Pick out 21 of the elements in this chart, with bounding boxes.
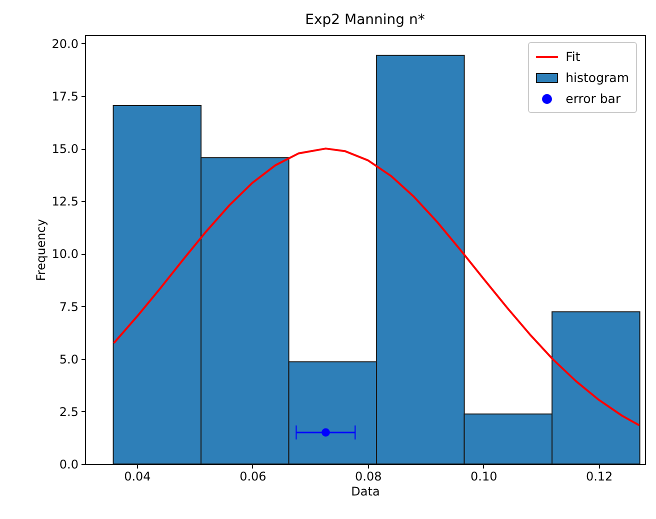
y-tick-label: 12.5 — [52, 194, 78, 209]
chart-title: Exp2 Manning n* — [305, 12, 425, 28]
line-series — [112, 148, 640, 426]
x-tick-label: 0.08 — [355, 470, 382, 484]
x-tick-label: 0.04 — [124, 470, 151, 484]
y-tick-label: 7.5 — [59, 300, 78, 314]
y-tick-label: 2.5 — [59, 404, 78, 419]
y-tick-label: 20.0 — [52, 36, 78, 51]
y-tick-label: 10.0 — [52, 247, 78, 262]
x-axis-title: Data — [351, 484, 380, 498]
legend-label: error bar — [566, 90, 621, 108]
legend-label: Fit — [566, 48, 580, 66]
y-tick-label: 5.0 — [59, 352, 78, 366]
y-tick-label: 15.0 — [52, 142, 78, 156]
y-axis-title: Frequency — [34, 219, 48, 281]
legend-label: histogram — [566, 69, 629, 87]
y-tick-label: 17.5 — [52, 89, 78, 104]
y-tick-label: 0.0 — [59, 458, 78, 472]
x-tick-label: 0.06 — [240, 470, 266, 484]
x-tick-label: 0.10 — [470, 470, 498, 484]
x-tick-label: 0.12 — [586, 470, 613, 484]
